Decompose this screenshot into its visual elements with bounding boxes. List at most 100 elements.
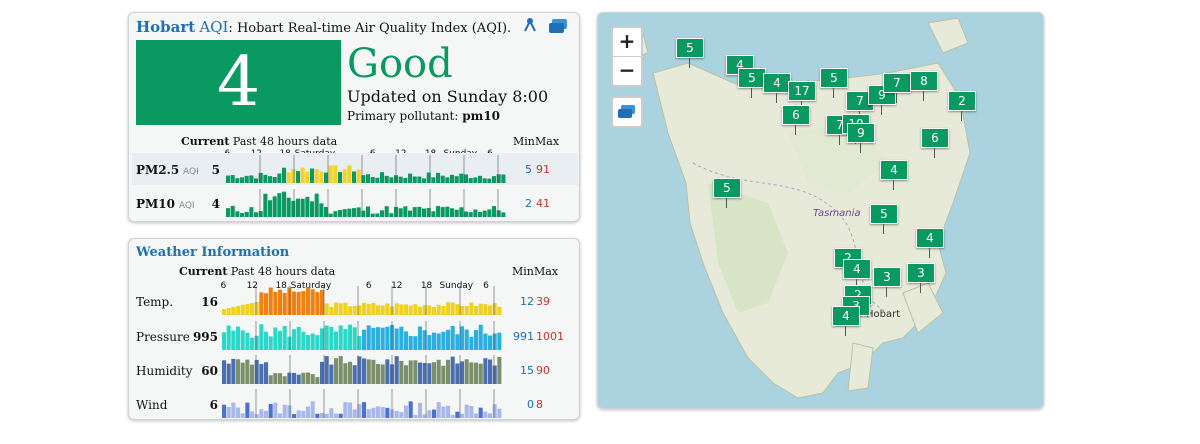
aqi-marker[interactable]: 2 xyxy=(948,91,976,121)
aqi-marker[interactable]: 5 xyxy=(820,68,848,98)
spark-bar xyxy=(348,361,353,384)
pm25-current: 5 xyxy=(211,163,220,177)
aqi-marker[interactable]: 8 xyxy=(910,71,938,101)
primary-pollutant-value: pm10 xyxy=(462,109,501,123)
spark-bar xyxy=(460,326,465,350)
wind-row[interactable]: Wind 6 0 8 xyxy=(132,387,578,420)
aqi-marker[interactable]: 4 xyxy=(843,259,871,289)
city-name[interactable]: Hobart xyxy=(136,18,196,36)
pm25-sparkline[interactable] xyxy=(224,153,509,185)
spark-bar xyxy=(231,330,236,350)
spark-bar xyxy=(366,325,371,350)
aqi-marker[interactable]: 5 xyxy=(870,204,898,234)
tick-label: 6 xyxy=(483,281,489,291)
aqi-marker[interactable]: 6 xyxy=(782,105,810,135)
spark-bar xyxy=(483,358,488,384)
layer-toggle-button[interactable] xyxy=(611,96,643,128)
pm25-min: 5 xyxy=(525,163,532,176)
spark-bar xyxy=(245,402,250,418)
spark-bar xyxy=(310,374,315,384)
map-canvas[interactable] xyxy=(598,13,1044,409)
aqi-marker[interactable]: 5 xyxy=(676,38,704,68)
aqi-marker[interactable]: 4 xyxy=(763,73,791,103)
spark-bar xyxy=(314,193,319,217)
spark-bar xyxy=(287,336,292,350)
wind-min: 0 xyxy=(527,398,534,411)
spark-bar xyxy=(287,405,292,418)
spark-bar xyxy=(422,330,427,350)
spark-bar xyxy=(432,362,437,384)
zoom-out-button[interactable]: − xyxy=(613,56,641,85)
aqi-marker[interactable]: 6 xyxy=(921,128,949,158)
aqi-marker[interactable]: 5 xyxy=(738,68,766,98)
aqi-marker[interactable]: 9 xyxy=(847,123,875,153)
spark-bar xyxy=(250,411,255,418)
aqi-marker[interactable]: 5 xyxy=(713,178,741,208)
spark-bar xyxy=(230,175,235,183)
pm10-row[interactable]: PM10 AQI 4 2 41 xyxy=(132,187,578,219)
settings-icon[interactable] xyxy=(523,17,537,35)
spark-bar xyxy=(222,404,227,418)
spark-bar xyxy=(441,331,446,350)
aqi-marker[interactable]: 3 xyxy=(873,267,901,297)
spark-bar xyxy=(334,358,339,384)
spark-bar xyxy=(464,329,469,350)
aqi-marker[interactable]: 4 xyxy=(880,160,908,190)
spark-bar xyxy=(314,169,319,183)
pm25-max: 91 xyxy=(536,163,550,176)
spark-bar xyxy=(226,406,231,418)
spark-bar xyxy=(408,335,413,350)
spark-bar xyxy=(469,302,474,315)
map-panel[interactable]: + − Tasmania Hobart 54541757978267109645… xyxy=(597,12,1044,409)
pm25-row[interactable]: PM2.5 AQI 5 5 91 xyxy=(132,153,578,185)
layers-icon[interactable] xyxy=(547,17,569,35)
spark-bar xyxy=(487,178,492,183)
temp-row[interactable]: Temp. 16 12 39 xyxy=(132,284,578,317)
spark-bar xyxy=(370,177,375,183)
pressure-max: 1001 xyxy=(536,330,564,343)
aqi-marker[interactable]: 7 xyxy=(883,73,911,103)
spark-bar xyxy=(427,363,432,384)
spark-bar xyxy=(412,207,417,217)
spark-bar xyxy=(324,325,329,350)
wind-sparkline[interactable] xyxy=(220,387,505,420)
spark-bar xyxy=(366,303,371,315)
weather-card: Weather Information Current Past 48 hour… xyxy=(128,238,580,420)
temp-sparkline[interactable] xyxy=(220,284,505,317)
spark-bar xyxy=(376,327,381,350)
pm10-sparkline[interactable] xyxy=(224,187,509,219)
spark-bar xyxy=(244,211,249,217)
spark-bar xyxy=(273,373,278,384)
spark-bar xyxy=(268,200,273,217)
pressure-row[interactable]: Pressure 995 991 1001 xyxy=(132,319,578,352)
spark-bar xyxy=(320,328,325,350)
aqi-marker[interactable]: 17 xyxy=(788,81,816,111)
spark-bar xyxy=(278,289,283,315)
spark-bar xyxy=(263,174,268,183)
humidity-row[interactable]: Humidity 60 15 90 xyxy=(132,353,578,386)
spark-bar xyxy=(474,362,479,384)
spark-bar xyxy=(282,326,287,350)
spark-bar xyxy=(432,332,437,350)
aqi-max-header: Max xyxy=(535,135,560,148)
aqi-marker[interactable]: 4 xyxy=(832,306,860,336)
spark-bar xyxy=(436,359,441,384)
humidity-sparkline[interactable] xyxy=(220,353,505,386)
spark-bar xyxy=(264,293,269,315)
spark-bar xyxy=(473,177,478,183)
tasmania-land xyxy=(652,62,971,399)
aqi-marker[interactable]: 3 xyxy=(907,263,935,293)
spark-bar xyxy=(259,409,264,418)
spark-bar xyxy=(376,406,381,418)
spark-bar xyxy=(398,176,403,183)
spark-bar xyxy=(446,302,451,315)
aqi-marker[interactable]: 4 xyxy=(916,228,944,258)
spark-bar xyxy=(342,169,347,183)
spark-bar xyxy=(231,358,236,384)
temp-min: 12 xyxy=(520,295,534,308)
pressure-sparkline[interactable] xyxy=(220,319,505,352)
spark-bar xyxy=(422,208,427,217)
zoom-in-button[interactable]: + xyxy=(618,29,636,53)
spark-bar xyxy=(277,173,282,183)
flinders-island xyxy=(927,17,969,54)
